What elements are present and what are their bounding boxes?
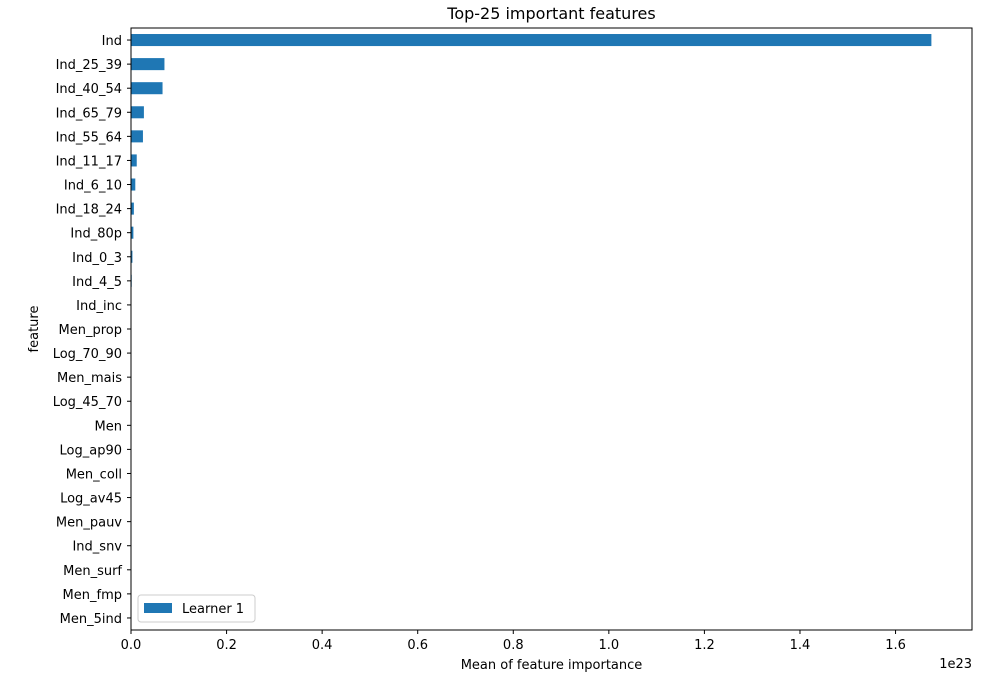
bar-Ind_6_10 [131, 178, 136, 191]
bars-group [131, 34, 932, 624]
y-tick-label: Ind_25_39 [56, 58, 122, 73]
y-tick-label: Men_pauv [56, 516, 122, 531]
legend: Learner 1 [137, 594, 256, 623]
y-tick-label: Men [95, 419, 122, 434]
bar-Ind_80p [131, 226, 134, 239]
legend-swatch [144, 603, 172, 613]
y-tick-label: Ind_65_79 [56, 106, 122, 121]
y-axis-label: feature [27, 306, 42, 353]
x-axis-label: Mean of feature importance [461, 658, 643, 673]
y-tick-label: Log_70_90 [53, 347, 122, 362]
legend-label: Learner 1 [182, 602, 244, 617]
x-axis: 0.0 0.2 0.4 0.6 0.8 1.0 1.2 1.4 1.6 [121, 630, 906, 653]
y-tick-label: Ind_6_10 [64, 179, 122, 194]
y-tick-label: Men_mais [57, 371, 122, 386]
y-tick-label: Ind_40_54 [56, 82, 122, 97]
bar-Ind_40_54 [131, 82, 163, 95]
y-tick-label: Log_ap90 [60, 443, 122, 458]
y-axis: Ind Ind_25_39 Ind_40_54 Ind_65_79 Ind_55_64 I… [53, 34, 131, 627]
bar-Ind_55_64 [131, 130, 143, 143]
y-tick-label: Ind_18_24 [56, 203, 122, 218]
x-axis-offset-text: 1e23 [939, 657, 972, 672]
y-tick-label: Ind_55_64 [56, 130, 122, 145]
x-tick-label: 1.6 [885, 638, 906, 653]
y-tick-label: Log_av45 [60, 492, 122, 507]
legend-box [137, 594, 256, 623]
y-tick-label: Ind_80p [70, 227, 122, 242]
y-tick-label: Ind_snv [72, 540, 122, 555]
y-tick-label: Ind_4_5 [72, 275, 122, 290]
x-tick-label: 0.6 [407, 638, 428, 653]
y-tick-label: Ind_0_3 [72, 251, 122, 266]
x-tick-label: 1.4 [790, 638, 811, 653]
y-tick-label: Men_prop [59, 323, 122, 338]
plot-frame [130, 27, 973, 631]
y-tick-label: Ind_inc [76, 299, 122, 314]
y-tick-label: Ind [102, 34, 122, 49]
x-tick-label: 0.2 [216, 638, 237, 653]
y-tick-label: Men_coll [66, 467, 122, 482]
bar-Ind_11_17 [131, 154, 137, 167]
x-tick-label: 0.0 [121, 638, 142, 653]
x-tick-label: 0.8 [503, 638, 524, 653]
y-tick-label: Ind_11_17 [56, 154, 122, 169]
y-tick-label: Log_45_70 [53, 395, 122, 410]
bar-Ind_0_3 [131, 250, 133, 263]
bar-Ind_65_79 [131, 106, 144, 119]
bar-Ind [131, 34, 932, 47]
y-tick-label: Men_5ind [60, 612, 122, 627]
x-tick-label: 1.2 [694, 638, 715, 653]
x-tick-label: 0.4 [312, 638, 333, 653]
chart-title: Top-25 important features [446, 4, 655, 23]
bar-Ind_18_24 [131, 202, 134, 215]
y-tick-label: Men_surf [63, 564, 122, 579]
x-tick-label: 1.0 [598, 638, 619, 653]
bar-Ind_25_39 [131, 58, 165, 71]
y-tick-label: Men_fmp [63, 588, 122, 603]
